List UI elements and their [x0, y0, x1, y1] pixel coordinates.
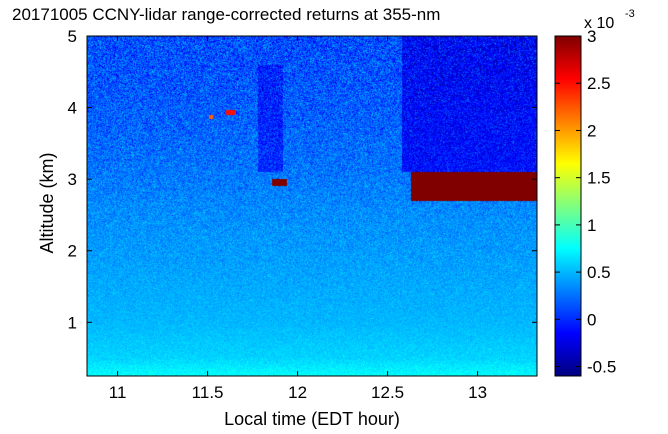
colorbar-tick-label: 2.5: [587, 74, 611, 93]
colorbar-tick-label: -0.5: [587, 358, 616, 377]
x-tick-label: 13: [468, 383, 487, 402]
y-tick-label: 4: [68, 99, 77, 118]
y-axis-ticks: 1 2 3 4 5: [68, 27, 537, 332]
x-tick-label: 11.5: [192, 383, 224, 402]
colorbar-ticks: -0.5 0 0.5 1 1.5 2 2.5 3: [555, 27, 616, 377]
x-tick-label: 12: [288, 383, 307, 402]
colorbar-tick-label: 0: [587, 310, 596, 329]
colorbar-multiplier: x 10 -3: [584, 8, 635, 32]
colorbar-multiplier-exponent: -3: [625, 8, 635, 20]
x-tick-label: 12.5: [371, 383, 404, 402]
colorbar-tick-label: 1: [587, 216, 596, 235]
x-axis-label: Local time (EDT hour): [224, 409, 400, 429]
y-tick-label: 2: [68, 242, 77, 261]
colorbar-tick-label: 3: [587, 27, 596, 46]
colorbar-frame: [554, 35, 582, 377]
x-axis-ticks: 11 11.5 12 12.5 13: [109, 36, 487, 402]
colorbar-gradient: [555, 36, 581, 376]
plot-frame: [86, 35, 538, 377]
colorbar-tick-label: 2: [587, 121, 596, 140]
colorbar: -0.5 0 0.5 1 1.5 2 2.5 3: [554, 27, 616, 377]
chart-title: 20171005 CCNY-lidar range-corrected retu…: [12, 5, 440, 24]
colorbar-multiplier-prefix: x 10: [584, 15, 614, 32]
colorbar-tick-label: 0.5: [587, 263, 611, 282]
y-tick-label: 5: [68, 27, 77, 46]
colorbar-tick-label: 1.5: [587, 169, 611, 188]
y-tick-label: 3: [68, 170, 77, 189]
x-tick-label: 11: [109, 383, 127, 402]
heatmap-image: [87, 36, 537, 376]
y-axis-label: Altitude (km): [37, 152, 57, 253]
y-tick-label: 1: [68, 313, 77, 332]
